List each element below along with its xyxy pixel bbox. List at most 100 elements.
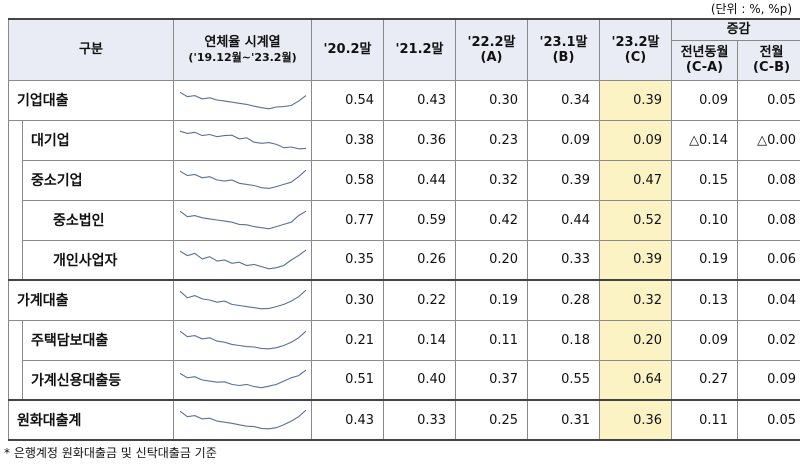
value-cell: 0.77 bbox=[311, 199, 385, 241]
row-label: 원화대출계 bbox=[7, 399, 175, 441]
header-col-3: '23.1말 (B) bbox=[527, 18, 601, 81]
change-cell: 0.05 bbox=[737, 399, 800, 441]
header-category: 구분 bbox=[7, 18, 175, 81]
value-cell: 0.22 bbox=[383, 279, 457, 321]
value-cell: 0.21 bbox=[311, 319, 385, 361]
sparkline bbox=[179, 91, 306, 110]
indent-gutter bbox=[8, 360, 23, 400]
table-row: 중소기업 0.58 0.44 0.32 0.39 0.47 0.15 0.08 bbox=[8, 159, 800, 201]
value-cell: 0.32 bbox=[455, 159, 529, 201]
value-cell: 0.34 bbox=[527, 79, 601, 121]
indent-gutter bbox=[8, 200, 23, 240]
value-cell: 0.44 bbox=[383, 159, 457, 201]
row-label: 가계대출 bbox=[7, 279, 175, 321]
sparkline bbox=[179, 330, 306, 350]
value-cell: 0.39 bbox=[527, 159, 601, 201]
value-cell: 0.43 bbox=[311, 399, 385, 441]
change-cell: 0.27 bbox=[671, 359, 739, 401]
value-cell: 0.54 bbox=[311, 79, 385, 121]
sparkline-cell bbox=[173, 199, 313, 241]
value-cell: 0.31 bbox=[527, 399, 601, 441]
change-cell: 0.10 bbox=[671, 199, 739, 241]
value-cell: 0.36 bbox=[599, 399, 673, 441]
value-cell: 0.28 bbox=[527, 279, 601, 321]
value-cell: 0.33 bbox=[383, 399, 457, 441]
value-cell: 0.09 bbox=[527, 119, 601, 161]
row-label: 대기업 bbox=[21, 119, 175, 161]
value-cell: 0.58 bbox=[311, 159, 385, 201]
change-cell: 0.08 bbox=[737, 199, 800, 241]
table-row: 대기업 0.38 0.36 0.23 0.09 0.09 △0.14 △0.00 bbox=[8, 119, 800, 161]
sparkline bbox=[179, 369, 306, 389]
row-label: 가계신용대출등 bbox=[21, 359, 175, 401]
delinquency-table: 구분 연체율 시계열 ('19.12월~'23.2월) '20.2말 '21.2… bbox=[7, 18, 800, 441]
value-cell: 0.59 bbox=[383, 199, 457, 241]
sparkline bbox=[179, 130, 306, 150]
sparkline bbox=[179, 409, 306, 430]
value-cell: 0.33 bbox=[527, 239, 601, 281]
value-cell: 0.14 bbox=[383, 319, 457, 361]
change-cell: 0.13 bbox=[671, 279, 739, 321]
value-cell: 0.39 bbox=[599, 79, 673, 121]
row-label: 중소기업 bbox=[21, 159, 175, 201]
value-cell: 0.42 bbox=[455, 199, 529, 241]
header-spark-title: 연체율 시계열 bbox=[204, 34, 281, 50]
table-row: 가계신용대출등 0.51 0.40 0.37 0.55 0.64 0.27 0.09 bbox=[8, 359, 800, 401]
header-col-2: '22.2말 (A) bbox=[455, 18, 529, 81]
table-row: 주택담보대출 0.21 0.14 0.11 0.18 0.20 0.09 0.02 bbox=[8, 319, 800, 361]
change-cell: 0.05 bbox=[737, 79, 800, 121]
change-cell: 0.19 bbox=[671, 239, 739, 281]
value-cell: 0.23 bbox=[455, 119, 529, 161]
value-cell: 0.64 bbox=[599, 359, 673, 401]
value-cell: 0.09 bbox=[599, 119, 673, 161]
indent-gutter bbox=[8, 120, 23, 160]
table-row: 가계대출 0.30 0.22 0.19 0.28 0.32 0.13 0.04 bbox=[7, 279, 800, 321]
header-change-title: 증감 bbox=[671, 18, 800, 41]
sparkline-cell bbox=[173, 159, 313, 201]
row-label: 개인사업자 bbox=[21, 239, 175, 281]
unit-note: (단위 : %, %p) bbox=[710, 2, 792, 16]
change-cell: 0.11 bbox=[671, 399, 739, 441]
value-cell: 0.52 bbox=[599, 199, 673, 241]
indent-gutter bbox=[8, 240, 23, 280]
row-label: 기업대출 bbox=[7, 79, 175, 121]
value-cell: 0.38 bbox=[311, 119, 385, 161]
header-change-mom: 전월 (C-B) bbox=[737, 39, 800, 81]
sparkline-cell bbox=[173, 119, 313, 161]
value-cell: 0.30 bbox=[311, 279, 385, 321]
value-cell: 0.35 bbox=[311, 239, 385, 281]
value-cell: 0.55 bbox=[527, 359, 601, 401]
value-cell: 0.20 bbox=[455, 239, 529, 281]
change-cell: 0.04 bbox=[737, 279, 800, 321]
sparkline-cell bbox=[173, 359, 313, 401]
table-row: 중소법인 0.77 0.59 0.42 0.44 0.52 0.10 0.08 bbox=[8, 199, 800, 241]
sparkline-cell bbox=[173, 279, 313, 321]
change-cell: 0.15 bbox=[671, 159, 739, 201]
value-cell: 0.25 bbox=[455, 399, 529, 441]
change-cell: 0.02 bbox=[737, 319, 800, 361]
header-spark-period: ('19.12월~'23.2월) bbox=[188, 50, 297, 64]
change-cell: 0.06 bbox=[737, 239, 800, 281]
header-col-1: '21.2말 bbox=[383, 18, 457, 81]
change-cell: 0.08 bbox=[737, 159, 800, 201]
value-cell: 0.36 bbox=[383, 119, 457, 161]
sparkline-cell bbox=[173, 79, 313, 121]
value-cell: 0.43 bbox=[383, 79, 457, 121]
sparkline-cell bbox=[173, 319, 313, 361]
indent-gutter bbox=[8, 160, 23, 200]
change-cell: 0.09 bbox=[671, 319, 739, 361]
table-row: 기업대출 0.54 0.43 0.30 0.34 0.39 0.09 0.05 bbox=[7, 79, 800, 121]
header-change-yoy: 전년동월 (C-A) bbox=[671, 39, 739, 81]
value-cell: 0.44 bbox=[527, 199, 601, 241]
sparkline bbox=[179, 249, 306, 270]
sparkline bbox=[179, 169, 306, 189]
row-label: 주택담보대출 bbox=[21, 319, 175, 361]
header-col-4: '23.2말 (C) bbox=[599, 18, 673, 81]
value-cell: 0.26 bbox=[383, 239, 457, 281]
value-cell: 0.18 bbox=[527, 319, 601, 361]
value-cell: 0.40 bbox=[383, 359, 457, 401]
sparkline-cell bbox=[173, 399, 313, 441]
value-cell: 0.20 bbox=[599, 319, 673, 361]
value-cell: 0.51 bbox=[311, 359, 385, 401]
change-cell: 0.09 bbox=[671, 79, 739, 121]
